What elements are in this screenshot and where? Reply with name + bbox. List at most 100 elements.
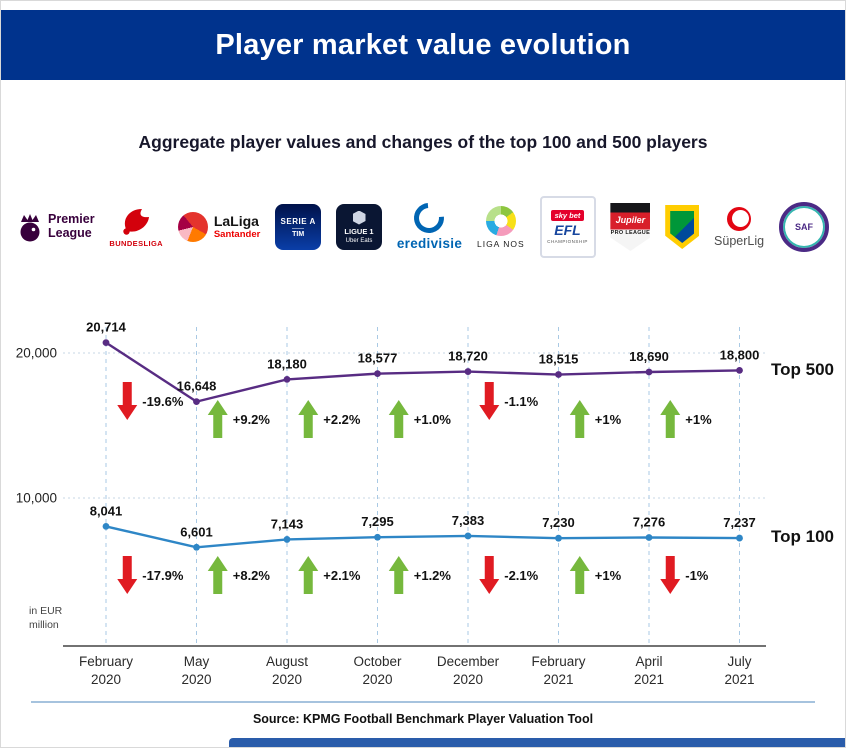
- change-label: -1.1%: [504, 394, 538, 409]
- y-tick-label: 20,000: [16, 346, 57, 361]
- data-point: [555, 534, 562, 542]
- down-arrow-icon: [117, 556, 138, 594]
- up-arrow-icon: [569, 400, 590, 438]
- jupiler-shield-icon: Jupiler PRO LEAGUE: [610, 203, 651, 251]
- value-label: 18,577: [358, 351, 398, 366]
- change-label: +1%: [595, 412, 622, 427]
- series-label-top-500: Top 500: [771, 360, 834, 379]
- down-arrow-icon: [117, 382, 138, 420]
- league-label: LaLiga: [213, 212, 259, 229]
- change-label: +2.1%: [323, 568, 361, 583]
- market-value-line-chart: 20,000 10,000 20,714 16,648 18,180 18,577 18,7…: [16, 320, 766, 647]
- bundesliga-kicker-icon: [123, 209, 150, 235]
- source-note: Source: KPMG Football Benchmark Player V…: [252, 712, 594, 726]
- liga-nos-ball-icon: [485, 205, 516, 236]
- bundesliga-logo: BUNDESLIGA: [109, 206, 163, 248]
- change-label: +9.2%: [233, 412, 271, 427]
- jupiler-pro-league-logo: Jupiler PRO LEAGUE: [610, 203, 651, 251]
- brasileirao-inner-shield-icon: [670, 211, 695, 243]
- league-sublabel: Uber Eats: [345, 237, 373, 244]
- value-label: 18,720: [448, 349, 488, 364]
- premier-league-logo: Premier League: [17, 211, 95, 243]
- data-point: [193, 543, 200, 551]
- data-point: [645, 534, 653, 541]
- value-label: 8,041: [90, 503, 123, 518]
- data-point: [645, 368, 653, 376]
- x-axis-label: February 2021: [531, 654, 586, 687]
- value-label: 7,230: [542, 515, 575, 530]
- league-label: SüperLig: [714, 233, 765, 248]
- league-label-line1: Premier: [48, 212, 95, 227]
- x-axis-label: May 2020: [181, 654, 212, 687]
- change-label: +1.0%: [414, 412, 452, 427]
- league-label: EFL: [554, 222, 581, 238]
- league-label: SERIE A: [280, 216, 316, 226]
- league-sublabel: TIM: [292, 227, 305, 238]
- change-label: +1%: [685, 412, 712, 427]
- up-arrow-icon: [207, 556, 228, 594]
- serie-a-logo: SERIE A TIM: [275, 204, 322, 250]
- value-label: 18,800: [720, 347, 760, 362]
- liga-nos-logo: LIGA NOS: [477, 205, 525, 249]
- data-point: [374, 370, 381, 378]
- title-banner: Player market value evolution: [1, 10, 845, 80]
- brasileirao-shield-icon: [665, 205, 700, 249]
- eredivisie-swirl-icon: [408, 196, 451, 240]
- value-label: 7,276: [633, 514, 666, 529]
- footer-divider-line: [31, 701, 815, 703]
- league-label-line2: League: [48, 226, 92, 240]
- ligue-1-logo: LIGUE 1 Uber Eats: [336, 204, 382, 250]
- up-arrow-icon: [388, 400, 409, 438]
- league-sublabel: CHAMPIONSHIP: [547, 239, 588, 244]
- change-label: +2.2%: [323, 412, 361, 427]
- top-100-line: [105, 525, 740, 549]
- eredivisie-logo: eredivisie: [397, 196, 462, 251]
- hexagon-icon: [352, 210, 366, 225]
- down-arrow-icon: [660, 556, 681, 594]
- data-point: [102, 523, 110, 530]
- league-label: Premier League: [48, 212, 95, 241]
- league-label: LIGUE 1: [344, 226, 374, 236]
- data-point: [102, 339, 110, 347]
- value-label: 7,383: [452, 513, 485, 528]
- premier-league-lion-icon: [20, 214, 40, 242]
- change-label: +1%: [595, 568, 622, 583]
- x-axis-label: July 2021: [724, 654, 755, 687]
- data-point: [374, 533, 381, 541]
- chart-subtitle: Aggregate player values and changes of t…: [138, 132, 708, 152]
- laliga-ball-icon: [177, 212, 208, 242]
- change-label: -2.1%: [504, 568, 538, 583]
- league-label: Jupiler: [615, 215, 646, 225]
- data-point: [464, 532, 472, 540]
- x-axis-label: October 2020: [353, 654, 402, 687]
- efl-badge-icon: sky bet EFL CHAMPIONSHIP: [539, 196, 596, 258]
- x-axis-label: April 2021: [633, 654, 665, 687]
- serie-a-badge-icon: SERIE A TIM: [275, 204, 322, 250]
- league-logos-row: Premier League BUNDESLIGA LaLiga Santand…: [17, 181, 829, 273]
- saf-logo: SAF: [778, 202, 829, 252]
- league-label: BUNDESLIGA: [109, 239, 163, 248]
- top-500-line: [105, 341, 740, 403]
- league-label: SAF: [794, 222, 813, 232]
- data-point: [464, 368, 472, 375]
- data-point: [736, 534, 743, 542]
- value-label: 6,601: [180, 524, 213, 539]
- ligue-1-badge-icon: LIGUE 1 Uber Eats: [336, 204, 382, 250]
- sky-bet-label: sky bet: [550, 210, 585, 221]
- data-point: [283, 536, 291, 543]
- up-arrow-icon: [298, 556, 319, 594]
- super-lig-crescent-icon: [727, 206, 752, 231]
- data-point: [736, 367, 743, 374]
- efl-championship-logo: sky bet EFL CHAMPIONSHIP: [539, 196, 596, 258]
- up-arrow-icon: [207, 400, 228, 438]
- league-sublabel: PRO LEAGUE: [610, 230, 651, 236]
- up-arrow-icon: [660, 400, 681, 438]
- data-point: [193, 398, 200, 406]
- down-arrow-icon: [479, 382, 500, 420]
- change-label: -1%: [685, 568, 709, 583]
- x-axis-label: December 2020: [436, 654, 500, 687]
- brasileirao-logo: [665, 205, 700, 249]
- up-arrow-icon: [298, 400, 319, 438]
- up-arrow-icon: [569, 556, 590, 594]
